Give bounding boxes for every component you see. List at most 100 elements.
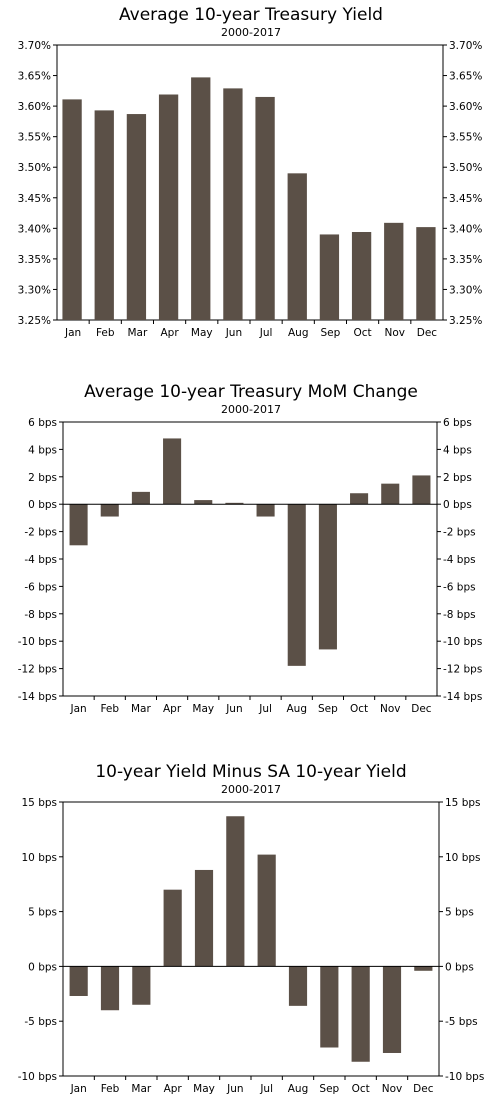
x-tick-label: Nov	[385, 327, 406, 339]
y-tick-label-left: 3.55%	[18, 132, 51, 144]
chart-subtitle: 2000-2017	[221, 403, 281, 416]
y-tick-label-right: 3.45%	[449, 193, 482, 205]
bar-aug	[287, 504, 306, 666]
y-tick-label-right: -12 bps	[443, 664, 482, 676]
bar-jul	[256, 504, 275, 517]
x-tick-label: Dec	[417, 327, 438, 339]
y-tick-label-right: -10 bps	[443, 636, 482, 648]
y-tick-label-left: 3.40%	[18, 223, 51, 235]
y-tick-label-left: 4 bps	[28, 444, 57, 456]
bar-jun	[225, 502, 244, 505]
bar-jan	[62, 99, 82, 320]
y-tick-label-left: 3.50%	[18, 162, 51, 174]
plot-area	[62, 801, 440, 1077]
bar-may	[194, 869, 214, 967]
bar-mar	[131, 491, 150, 505]
chart-treasury-mom-change: Average 10-year Treasury MoM Change 2000…	[18, 382, 483, 715]
y-tick-label-left: 0 bps	[28, 499, 57, 511]
y-tick-label-left: 10 bps	[22, 852, 58, 864]
x-tick-label: Nov	[382, 1083, 403, 1095]
y-tick-label-left: -10 bps	[18, 636, 57, 648]
bar-may	[194, 500, 213, 505]
x-tick-label: Mar	[131, 703, 151, 715]
bar-sep	[320, 966, 339, 1048]
x-tick-label: Apr	[163, 703, 182, 715]
x-tick-label: Nov	[380, 703, 401, 715]
y-tick-label-right: 3.70%	[449, 40, 482, 52]
y-tick-label-left: 15 bps	[22, 797, 58, 809]
y-tick-label-left: -10 bps	[18, 1071, 57, 1083]
x-tick-label: Oct	[354, 327, 372, 339]
x-tick-label: Jan	[64, 327, 81, 339]
bar-aug	[287, 173, 307, 320]
bar-jan	[69, 966, 88, 996]
chart-title: Average 10-year Treasury Yield	[119, 5, 383, 25]
x-tick-label: Jan	[70, 1083, 87, 1095]
bar-mar	[132, 966, 151, 1005]
y-tick-label-right: 5 bps	[445, 907, 474, 919]
y-tick-label-right: 6 bps	[443, 417, 472, 429]
x-tick-label: Feb	[96, 327, 115, 339]
x-tick-label: Mar	[131, 1083, 151, 1095]
x-tick-label: Apr	[164, 1083, 183, 1095]
y-tick-label-right: 3.40%	[449, 223, 482, 235]
bar-aug	[288, 966, 308, 1006]
y-tick-label-left: -4 bps	[24, 554, 57, 566]
bar-oct	[351, 232, 372, 320]
y-tick-label-left: 3.60%	[18, 101, 51, 113]
y-tick-label-left: 3.35%	[18, 254, 51, 266]
bar-dec	[416, 227, 436, 320]
y-tick-label-right: -14 bps	[443, 691, 482, 703]
x-tick-label: Sep	[321, 327, 341, 339]
y-tick-label-right: -4 bps	[443, 554, 476, 566]
y-tick-label-right: -8 bps	[443, 609, 476, 621]
bar-feb	[94, 110, 114, 320]
x-tick-label: Apr	[160, 327, 179, 339]
x-tick-label: May	[191, 327, 213, 339]
y-tick-label-left: 2 bps	[28, 472, 57, 484]
y-tick-label-left: 6 bps	[28, 417, 57, 429]
bar-dec	[412, 475, 431, 505]
chart-title: Average 10-year Treasury MoM Change	[84, 382, 418, 402]
y-tick-label-left: 3.70%	[18, 40, 51, 52]
chart-treasury-yield: Average 10-year Treasury Yield 2000-2017…	[18, 5, 483, 339]
bar-jul	[257, 854, 276, 967]
y-tick-label-left: -2 bps	[24, 527, 57, 539]
x-tick-label: Dec	[413, 1083, 434, 1095]
x-tick-label: Sep	[319, 1083, 339, 1095]
y-tick-label-right: 3.50%	[449, 162, 482, 174]
x-tick-label: Aug	[288, 1083, 309, 1095]
bar-apr	[163, 889, 182, 967]
y-tick-label-right: 0 bps	[445, 961, 474, 973]
x-tick-label: Jul	[259, 327, 273, 339]
x-tick-label: Sep	[318, 703, 338, 715]
x-tick-label: Jul	[258, 703, 272, 715]
y-tick-label-left: 3.65%	[18, 71, 51, 83]
x-tick-label: Jun	[226, 1083, 243, 1095]
x-tick-label: May	[193, 1083, 215, 1095]
chart-yield-minus-sa: 10-year Yield Minus SA 10-year Yield 200…	[18, 762, 485, 1095]
y-tick-label-right: 2 bps	[443, 472, 472, 484]
bar-jun	[223, 88, 243, 320]
y-tick-label-right: 3.55%	[449, 132, 482, 144]
bar-feb	[100, 504, 119, 517]
x-tick-label: Feb	[100, 703, 119, 715]
bar-nov	[382, 966, 402, 1053]
x-tick-label: Mar	[128, 327, 148, 339]
chart-subtitle: 2000-2017	[221, 26, 281, 39]
y-tick-label-right: 3.25%	[449, 315, 482, 327]
x-tick-label: Dec	[411, 703, 432, 715]
bar-nov	[384, 222, 404, 320]
y-tick-label-right: 3.60%	[449, 101, 482, 113]
x-tick-label: May	[192, 703, 214, 715]
bar-mar	[126, 114, 147, 320]
bar-apr	[158, 94, 179, 320]
x-tick-label: Jun	[225, 703, 242, 715]
y-tick-label-left: -8 bps	[24, 609, 57, 621]
y-tick-label-right: -10 bps	[445, 1071, 484, 1083]
y-tick-label-left: 5 bps	[28, 907, 57, 919]
y-tick-label-left: -6 bps	[24, 581, 57, 593]
x-tick-label: Aug	[288, 327, 309, 339]
bar-sep	[319, 234, 340, 320]
